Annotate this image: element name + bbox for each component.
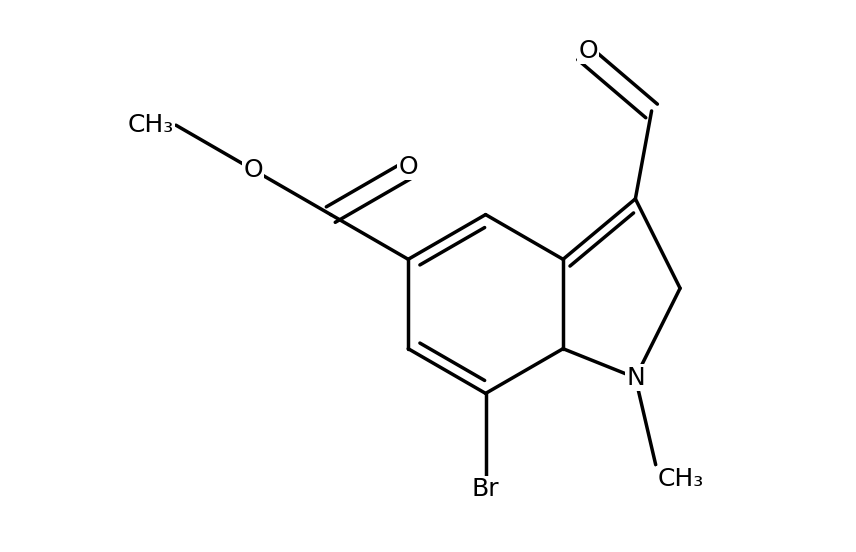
Text: CH₃: CH₃: [128, 113, 174, 137]
Text: Br: Br: [472, 477, 499, 501]
Text: O: O: [244, 158, 263, 182]
Text: N: N: [626, 365, 645, 390]
Text: O: O: [579, 39, 598, 63]
Text: CH₃: CH₃: [657, 467, 704, 491]
Text: O: O: [398, 155, 418, 179]
